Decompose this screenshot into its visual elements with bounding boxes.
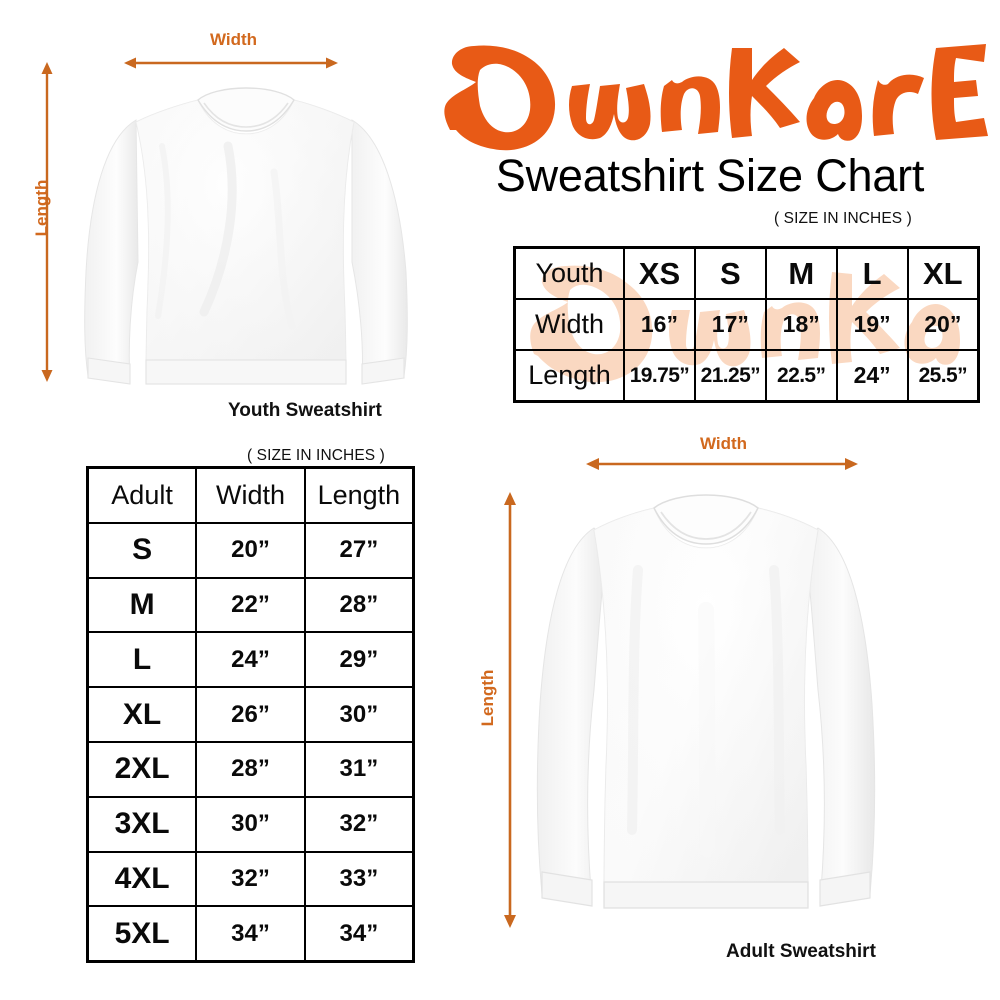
adult-width-3xl: 30”: [195, 795, 306, 853]
youth-width-arrow: [124, 55, 338, 71]
youth-length-s: 21.25”: [693, 349, 767, 403]
adult-size-5xl: 5XL: [86, 905, 198, 963]
adult-width-2xl: 28”: [195, 740, 306, 798]
table-row: Adult Width Length: [86, 466, 415, 524]
adult-length-3xl: 32”: [303, 795, 415, 853]
youth-size-table: Youth XS S M L XL Width 16” 17” 18” 19” …: [513, 246, 980, 403]
adult-length-s: 27”: [303, 521, 415, 579]
table-row: 2XL 28” 31”: [86, 740, 415, 798]
adult-length-2xl: 31”: [303, 740, 415, 798]
youth-width-xl: 20”: [906, 298, 980, 351]
adult-size-m: M: [86, 576, 198, 634]
youth-sweatshirt-image: [78, 76, 418, 396]
adult-size-l: L: [86, 631, 198, 689]
brand-logo: [432, 34, 988, 162]
youth-length-arrow: [39, 62, 55, 382]
table-row: 3XL 30” 32”: [86, 795, 415, 853]
youth-row-header: Youth: [513, 246, 625, 300]
adult-size-2xl: 2XL: [86, 740, 198, 798]
youth-size-m: M: [764, 246, 838, 300]
adult-length-label: Length: [478, 669, 497, 727]
youth-length-xs: 19.75”: [623, 349, 696, 403]
youth-length-m: 22.5”: [764, 349, 838, 403]
adult-size-3xl: 3XL: [86, 795, 198, 853]
table-row: S 20” 27”: [86, 521, 415, 579]
table-row: XL 26” 30”: [86, 686, 415, 743]
table-row: 5XL 34” 34”: [86, 905, 415, 963]
youth-row-header: Length: [513, 349, 625, 403]
table-row: Length 19.75” 21.25” 22.5” 24” 25.5”: [513, 349, 980, 403]
adult-length-m: 28”: [303, 576, 415, 634]
table-row: Width 16” 17” 18” 19” 20”: [513, 298, 980, 351]
adult-sweatshirt-image: [528, 490, 884, 940]
table-row: L 24” 29”: [86, 631, 415, 689]
adult-length-5xl: 34”: [303, 905, 415, 963]
table-row: M 22” 28”: [86, 576, 415, 634]
youth-size-l: L: [835, 246, 909, 300]
adult-width-arrow: [586, 456, 858, 472]
adult-size-xl: XL: [86, 686, 198, 743]
adult-col-header-size: Adult: [86, 466, 198, 524]
youth-size-xs: XS: [623, 246, 696, 300]
youth-width-xs: 16”: [623, 298, 696, 351]
adult-width-label: Width: [700, 434, 748, 453]
adult-size-note: ( SIZE IN INCHES ): [247, 447, 385, 464]
youth-width-m: 18”: [764, 298, 838, 351]
adult-length-arrow: [502, 492, 518, 928]
adult-width-xl: 26”: [195, 686, 306, 743]
adult-col-header-length: Length: [303, 466, 415, 524]
adult-sweatshirt-caption: Adult Sweatshirt: [726, 941, 876, 962]
youth-size-xl: XL: [906, 246, 980, 300]
youth-width-s: 17”: [693, 298, 767, 351]
youth-size-s: S: [693, 246, 767, 300]
youth-length-xl: 25.5”: [906, 349, 980, 403]
adult-width-s: 20”: [195, 521, 306, 579]
table-row: Youth XS S M L XL: [513, 246, 980, 300]
youth-width-label: Width: [210, 30, 258, 49]
youth-size-note: ( SIZE IN INCHES ): [774, 210, 912, 227]
adult-length-l: 29”: [303, 631, 415, 689]
adult-length-xl: 30”: [303, 686, 415, 743]
youth-sweatshirt-caption: Youth Sweatshirt: [228, 400, 382, 421]
page-title: Sweatshirt Size Chart: [495, 150, 925, 201]
adult-length-4xl: 33”: [303, 850, 415, 908]
adult-size-s: S: [86, 521, 198, 579]
adult-width-m: 22”: [195, 576, 306, 634]
adult-width-4xl: 32”: [195, 850, 306, 908]
adult-width-5xl: 34”: [195, 905, 306, 963]
adult-size-table: Adult Width Length S 20” 27” M 22” 28” L…: [86, 466, 415, 964]
youth-row-header: Width: [513, 298, 625, 351]
adult-col-header-width: Width: [195, 466, 306, 524]
adult-size-4xl: 4XL: [86, 850, 198, 908]
youth-length-l: 24”: [835, 349, 909, 403]
table-row: 4XL 32” 33”: [86, 850, 415, 908]
adult-width-l: 24”: [195, 631, 306, 689]
youth-width-l: 19”: [835, 298, 909, 351]
